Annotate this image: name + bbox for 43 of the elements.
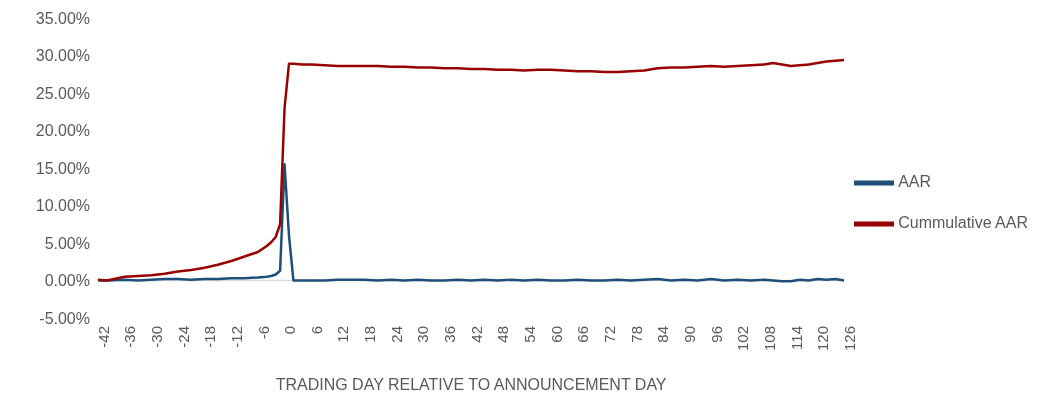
line-series [98, 163, 845, 283]
y-tick-label: 10.00% [35, 197, 90, 215]
x-tick-label: 18 [361, 326, 379, 343]
x-tick-label: -12 [227, 326, 245, 348]
x-tick-label: -36 [121, 326, 139, 348]
y-tick-label: 35.00% [35, 9, 90, 27]
y-tick-label: 30.00% [35, 47, 90, 65]
x-tick-label: -18 [201, 326, 219, 348]
x-tick-label: 84 [654, 326, 672, 343]
x-tick-label: 120 [814, 326, 832, 352]
y-tick-label: 25.00% [35, 84, 90, 102]
legend-label: AAR [898, 173, 932, 191]
x-tick-label: 6 [307, 326, 325, 335]
x-tick-label: -24 [174, 326, 192, 348]
line-series [98, 58, 845, 282]
x-tick-label: 36 [441, 326, 459, 343]
x-tick-label: 102 [734, 326, 752, 352]
y-tick-label: -5.00% [39, 309, 90, 327]
x-tick-label: 90 [680, 326, 698, 343]
x-tick-label: 24 [387, 326, 405, 343]
x-tick-label: -42 [94, 326, 112, 348]
y-tick-label: 0.00% [44, 272, 90, 290]
y-tick-label: 15.00% [35, 159, 90, 177]
x-axis-title: TRADING DAY RELATIVE TO ANNOUNCEMENT DAY [275, 376, 667, 393]
y-tick-label: 5.00% [44, 234, 90, 252]
y-tick-label: 20.00% [35, 122, 90, 140]
x-tick-label: 48 [494, 326, 512, 343]
x-tick-label: 42 [467, 326, 485, 343]
x-tick-label: 54 [521, 326, 539, 343]
x-tick-label: 0 [281, 326, 299, 335]
x-tick-label: -6 [254, 326, 272, 340]
x-tick-label: 108 [760, 326, 778, 352]
x-tick-label: 60 [547, 326, 565, 343]
x-tick-label: 66 [574, 326, 592, 343]
legend-label: Cummulative AAR [898, 214, 1028, 231]
x-tick-label: 30 [414, 326, 432, 343]
x-tick-label: 12 [334, 326, 352, 343]
x-tick-label: 114 [787, 326, 805, 350]
x-tick-label: 78 [627, 326, 645, 343]
x-tick-label: 96 [707, 326, 725, 343]
x-tick-label: -30 [147, 326, 165, 348]
x-tick-label: 126 [840, 326, 858, 352]
x-tick-label: 72 [600, 326, 618, 343]
